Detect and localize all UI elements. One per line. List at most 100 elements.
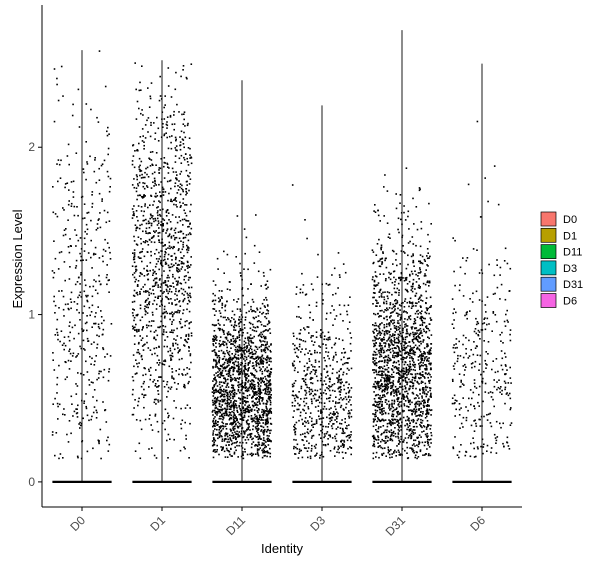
data-point: [53, 272, 56, 274]
data-point: [141, 260, 143, 263]
data-point: [174, 293, 176, 295]
data-point: [251, 420, 253, 423]
data-point: [157, 220, 160, 222]
data-point: [420, 357, 422, 359]
data-point: [175, 370, 177, 372]
data-point: [89, 155, 91, 158]
data-point: [150, 325, 153, 327]
data-point: [159, 95, 162, 97]
data-point: [345, 381, 347, 384]
data-point: [108, 246, 110, 249]
data-point: [311, 390, 314, 393]
data-point: [156, 212, 159, 214]
data-point: [180, 262, 183, 265]
data-point: [211, 440, 214, 442]
data-point: [292, 364, 294, 366]
data-point: [168, 241, 171, 244]
data-point: [153, 398, 156, 401]
data-point: [162, 325, 164, 327]
data-point: [225, 359, 227, 361]
data-point: [243, 358, 245, 360]
data-point: [251, 310, 253, 313]
data-point: [264, 389, 267, 392]
data-point: [224, 433, 227, 435]
data-point: [83, 250, 86, 252]
data-point: [399, 454, 401, 456]
data-point: [335, 408, 337, 411]
data-point: [244, 316, 247, 319]
data-point: [219, 312, 222, 314]
data-point: [264, 454, 266, 457]
data-point: [267, 385, 270, 387]
data-point: [268, 408, 271, 411]
data-point: [269, 349, 271, 352]
data-point: [167, 386, 170, 389]
data-point: [257, 429, 259, 431]
data-point: [411, 448, 413, 451]
data-point: [83, 217, 86, 219]
data-point: [58, 251, 61, 254]
data-point: [214, 402, 216, 405]
data-point: [172, 234, 175, 237]
data-point: [218, 329, 221, 332]
data-point: [219, 344, 222, 346]
data-point: [413, 429, 416, 431]
data-point: [383, 394, 385, 396]
data-point: [142, 241, 145, 243]
data-point: [401, 340, 404, 343]
data-point: [247, 381, 249, 383]
data-point: [315, 443, 317, 446]
data-point: [212, 365, 214, 368]
data-point: [319, 334, 322, 337]
data-point: [134, 373, 137, 375]
data-point: [375, 305, 377, 307]
data-point: [268, 383, 270, 385]
data-point: [150, 187, 153, 189]
data-point: [217, 297, 220, 299]
data-point: [216, 375, 219, 377]
data-point: [154, 132, 157, 134]
data-point: [263, 325, 265, 327]
data-point: [311, 377, 314, 379]
data-point: [157, 214, 159, 217]
data-point: [392, 303, 394, 306]
data-point: [269, 332, 272, 334]
data-point: [343, 356, 345, 359]
data-point: [70, 205, 73, 207]
data-point: [146, 304, 148, 306]
data-point: [187, 122, 189, 125]
data-point: [138, 362, 140, 364]
data-point: [212, 404, 214, 406]
data-point: [153, 379, 156, 381]
data-point: [169, 347, 172, 350]
data-point: [182, 198, 185, 200]
data-point: [168, 414, 170, 417]
data-point: [53, 295, 55, 298]
data-point: [247, 410, 249, 413]
data-point: [304, 425, 306, 427]
data-point: [254, 444, 257, 446]
data-point: [412, 431, 414, 434]
data-point: [239, 262, 241, 265]
data-point: [257, 387, 260, 390]
data-point: [256, 320, 259, 323]
data-point: [212, 409, 214, 412]
data-point: [266, 323, 269, 326]
data-point: [350, 434, 352, 436]
data-point: [158, 251, 160, 254]
data-point: [238, 316, 241, 318]
data-point: [348, 357, 351, 359]
data-point: [179, 322, 182, 325]
data-point: [93, 252, 95, 255]
data-point: [264, 419, 267, 421]
data-point: [403, 398, 405, 400]
data-point: [180, 162, 183, 164]
data-point: [227, 331, 230, 333]
data-point: [429, 389, 431, 392]
data-point: [419, 317, 421, 320]
data-point: [347, 396, 350, 399]
data-point: [212, 280, 215, 282]
data-point: [404, 298, 407, 300]
data-point: [232, 426, 235, 428]
data-point: [68, 325, 71, 327]
